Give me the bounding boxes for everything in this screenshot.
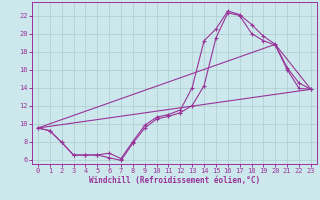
X-axis label: Windchill (Refroidissement éolien,°C): Windchill (Refroidissement éolien,°C) (89, 176, 260, 185)
